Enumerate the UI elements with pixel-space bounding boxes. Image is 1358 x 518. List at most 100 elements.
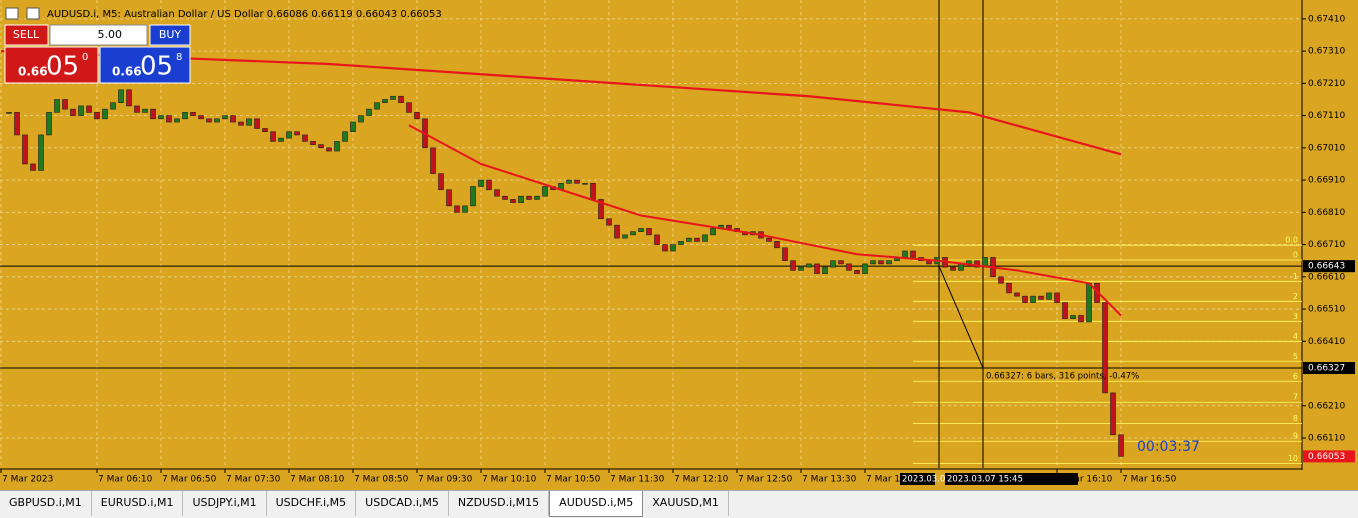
candle	[478, 179, 484, 187]
price-label-box	[1303, 450, 1355, 463]
candle	[94, 112, 100, 120]
candle	[1006, 282, 1012, 294]
chart-tab[interactable]: GBPUSD.i,M1	[0, 491, 92, 516]
candle	[310, 141, 316, 145]
candle	[814, 263, 820, 274]
candle	[1038, 295, 1044, 300]
candle	[230, 115, 236, 123]
candle	[438, 173, 444, 191]
y-tick-label: 0.66710	[1308, 240, 1345, 250]
candle	[574, 179, 580, 184]
candle	[254, 118, 260, 129]
y-tick-label: 0.66610	[1308, 272, 1345, 282]
moving-average	[0, 50, 1122, 156]
candle	[22, 134, 28, 165]
bid-pips[interactable]: 05	[46, 52, 79, 82]
candle	[198, 115, 204, 120]
candle	[78, 105, 84, 116]
candle	[38, 134, 44, 171]
candle	[446, 189, 452, 207]
ask-box[interactable]	[99, 46, 191, 84]
chart-tab[interactable]: EURUSD.i,M1	[92, 491, 184, 516]
chart-tab[interactable]: AUDUSD.i,M5	[549, 491, 644, 517]
price-label-box	[1303, 362, 1355, 375]
candle	[606, 218, 612, 226]
x-tick-label: 7 Mar 08:10	[290, 475, 345, 485]
fib-label: 2	[1293, 292, 1298, 301]
buy-label[interactable]: BUY	[159, 28, 182, 41]
lot-input[interactable]	[49, 24, 148, 46]
symbol-header: AUDUSD.i, M5: Australian Dollar / US Dol…	[47, 9, 442, 20]
chart-tab[interactable]: NZDUSD.i,M15	[449, 491, 550, 516]
candle	[334, 141, 340, 152]
bid-frac[interactable]: 0	[82, 52, 88, 63]
candle	[510, 199, 516, 203]
chart-tab[interactable]: USDJPY.i,M1	[183, 491, 267, 516]
x-tick-label: 7 Mar 2023	[2, 475, 53, 485]
candle	[6, 112, 12, 114]
candle	[542, 186, 548, 197]
candle	[1054, 292, 1060, 303]
candle	[646, 228, 652, 236]
x-tick-label: 7 Mar 16:50	[1122, 475, 1177, 485]
candle	[366, 108, 372, 116]
candle	[598, 199, 604, 220]
candle	[398, 95, 404, 103]
candle	[838, 260, 844, 265]
y-tick-label: 0.66810	[1308, 208, 1345, 218]
fib-label: 7	[1293, 393, 1298, 402]
price-label-box	[1303, 260, 1355, 273]
ask-frac[interactable]: 8	[176, 52, 182, 63]
candle	[126, 89, 132, 107]
fib-label: 5	[1293, 352, 1298, 361]
candle	[182, 112, 188, 120]
candle	[350, 121, 356, 133]
moving-average	[408, 124, 1122, 317]
lot-value[interactable]: 5.00	[98, 28, 123, 41]
y-tick-label: 0.66510	[1308, 305, 1345, 315]
candle	[286, 131, 292, 139]
candle	[238, 121, 244, 126]
fib-label: 1	[1293, 272, 1298, 281]
x-tick-label: 7 Mar 06:10	[98, 475, 153, 485]
candle	[262, 128, 268, 133]
price-label: 0.66327	[1308, 364, 1345, 374]
bid-box[interactable]	[4, 46, 99, 84]
candle	[54, 99, 60, 113]
x-tick-label: 7 Mar 06:50	[162, 475, 217, 485]
sell-button[interactable]	[4, 24, 49, 46]
candle	[798, 266, 804, 271]
chart-tab[interactable]: USDCHF.i,M5	[267, 491, 357, 516]
candle	[150, 108, 156, 120]
candle	[166, 115, 172, 123]
candle	[70, 108, 76, 116]
candle	[318, 144, 324, 149]
candle	[1022, 295, 1028, 303]
ask-big[interactable]: 0.66	[112, 65, 142, 79]
chart-tab[interactable]: USDCAD.i,M5	[356, 491, 449, 516]
price-label: 0.66643	[1308, 262, 1345, 272]
candle	[278, 137, 284, 142]
buy-button[interactable]	[149, 24, 191, 46]
y-tick-label: 0.66110	[1308, 434, 1345, 444]
cursor-label-box	[900, 473, 935, 485]
candle	[110, 102, 116, 110]
candle	[494, 189, 500, 197]
x-tick-label: 7 Mar 12:10	[674, 475, 729, 485]
ask-pips[interactable]: 05	[140, 52, 173, 82]
bid-big[interactable]: 0.66	[18, 65, 48, 79]
candle	[590, 183, 596, 200]
candle	[294, 131, 300, 136]
candle	[1062, 302, 1068, 320]
candle	[214, 118, 220, 123]
candle	[30, 163, 36, 171]
candle	[766, 237, 772, 242]
fib-label: 9	[1293, 432, 1298, 441]
candle	[1078, 315, 1084, 323]
candle	[654, 234, 660, 245]
candle	[1118, 434, 1124, 457]
sell-label[interactable]: SELL	[13, 28, 40, 41]
candle	[726, 224, 732, 229]
candle	[374, 102, 380, 110]
chart-tab[interactable]: XAUUSD,M1	[643, 491, 729, 516]
